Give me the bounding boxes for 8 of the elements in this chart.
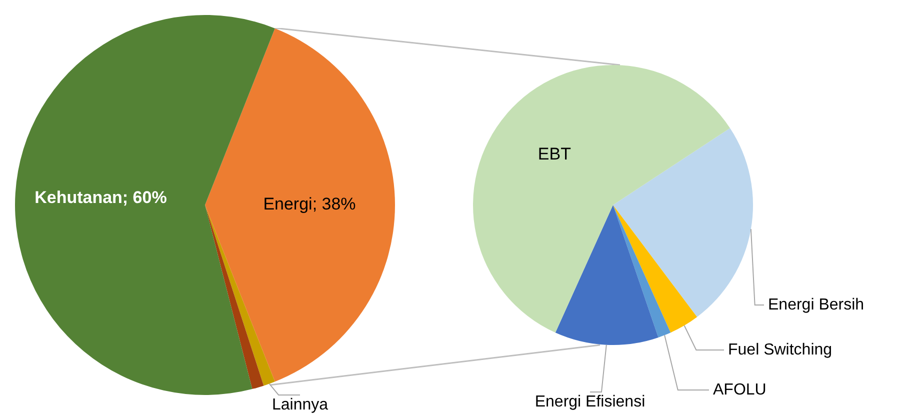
slice-label: Energi Bersih xyxy=(768,296,864,314)
slice-label: Kehutanan; 60% xyxy=(34,188,167,208)
slice-label: EBT xyxy=(538,144,571,164)
slice-label: AFOLU xyxy=(713,381,766,398)
slice-label: Energi; 38% xyxy=(263,194,356,214)
slice-label: Fuel Switching xyxy=(728,341,832,358)
slice-label: Lainnya xyxy=(272,396,328,414)
slice-label: Energi Efisiensi xyxy=(534,393,646,410)
